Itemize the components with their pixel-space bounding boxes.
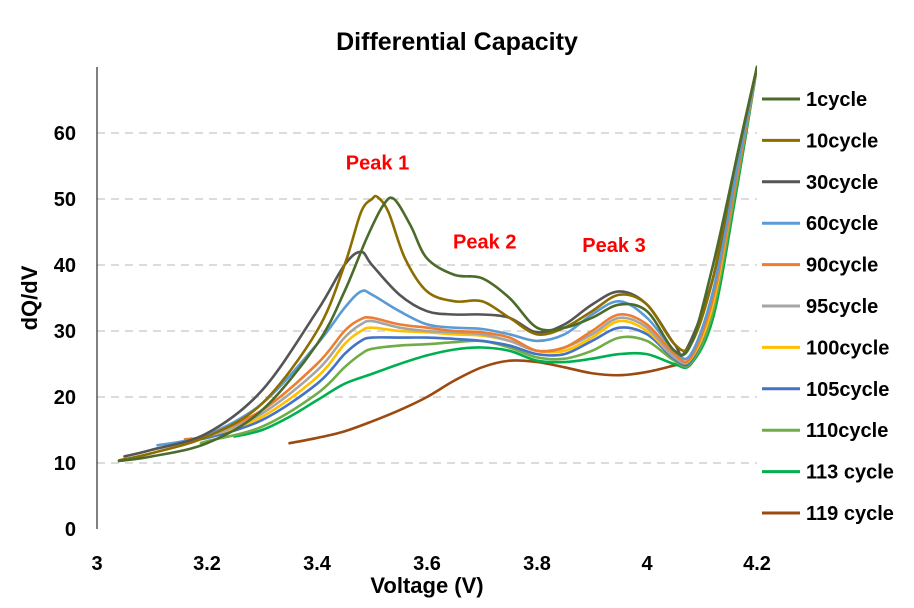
series-line-10cycle [117,65,757,462]
legend-entry: 105cycle [762,379,889,401]
x-tick-label: 3.2 [193,553,221,575]
series-line-30cycle [123,65,757,458]
peak-annotation-1: Peak 1 [346,152,409,174]
x-axis-title: Voltage (V) [370,573,483,598]
legend-label: 90cycle [806,255,878,277]
x-tick-label: 3.4 [303,553,332,575]
legend-label: 10cycle [806,130,878,152]
y-tick-label: 0 [65,519,76,541]
legend-entry: 110cycle [762,420,888,442]
x-tick-label: 3.8 [523,553,551,575]
x-tick-labels: 3 3.2 3.4 3.6 3.8 4 4.2 [91,553,770,575]
legend-entry: 100cycle [762,337,889,359]
legend-label: 60cycle [806,213,878,235]
series-line-60cycle [156,65,757,447]
legend-label: 1cycle [806,89,867,111]
peak-annotation-2: Peak 2 [453,232,516,254]
x-tick-label: 4 [641,553,653,575]
y-tick-label: 60 [54,123,76,145]
series-line-90cycle [183,65,757,441]
series-line-105cycle [183,65,757,442]
legend-entry: 60cycle [762,213,878,235]
y-tick-labels: 0 10 20 30 40 50 60 [54,123,76,541]
legend-label: 30cycle [806,172,878,194]
grid-lines [97,132,757,464]
legend-label: 113 cycle [806,462,894,484]
peak-annotation-3: Peak 3 [582,235,645,257]
y-tick-label: 30 [54,321,76,343]
legend-entry: 10cycle [762,130,878,152]
legend-label: 119 cycle [806,503,894,525]
x-tick-label: 3 [91,553,102,575]
legend-entry: 30cycle [762,172,878,194]
x-tick-label: 3.6 [413,553,441,575]
legend-label: 105cycle [806,379,889,401]
x-tick-label: 4.2 [743,553,771,575]
y-tick-label: 50 [54,189,76,211]
series-line-1cycle [117,65,757,463]
legend-label: 110cycle [806,420,888,442]
legend-entry: 95cycle [762,296,878,318]
legend: 1cycle 10cycle 30cycle 60cycle 90cycle 95cycl… [762,89,894,525]
chart-title: Differential Capacity [336,28,578,56]
y-tick-label: 40 [54,255,76,277]
legend-entry: 113 cycle [762,462,894,484]
legend-entry: 1cycle [762,89,867,111]
series-lines [117,65,757,463]
legend-label: 95cycle [806,296,878,318]
y-axis-title: dQ/dV [17,265,42,330]
legend-entry: 119 cycle [762,503,894,525]
y-tick-label: 20 [54,387,76,409]
y-tick-label: 10 [54,453,76,475]
legend-label: 100cycle [806,337,889,359]
peak-annotations: Peak 1 Peak 2 Peak 3 [346,152,646,256]
legend-entry: 90cycle [762,255,878,277]
